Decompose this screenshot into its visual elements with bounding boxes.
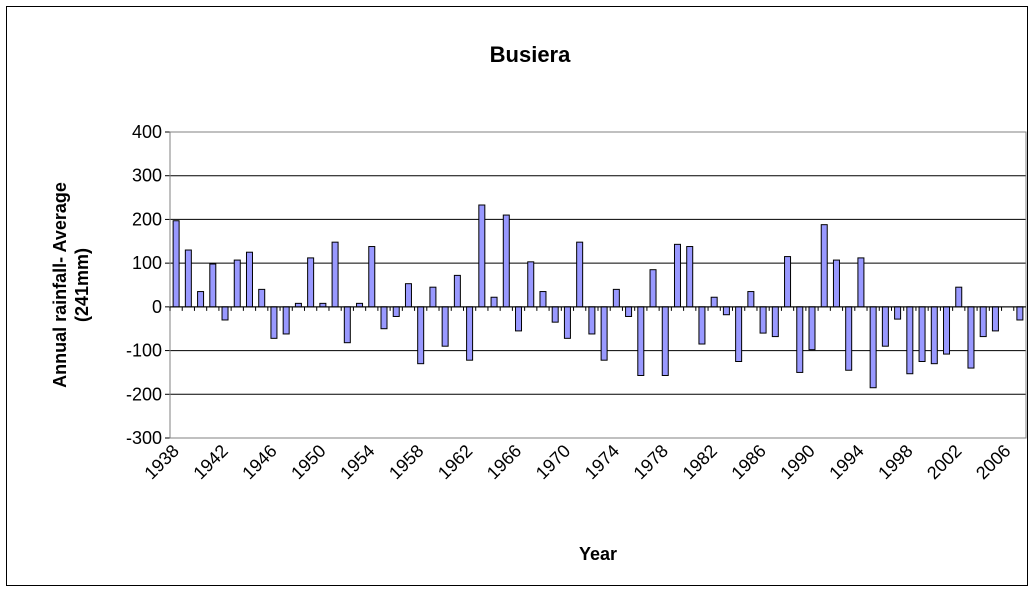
bar (576, 241, 584, 308)
bar (368, 246, 376, 308)
bar (1016, 306, 1024, 321)
y-tick-label: 200 (132, 209, 162, 229)
bar (673, 243, 681, 308)
bar (307, 257, 315, 308)
bar (245, 251, 253, 308)
bar (417, 306, 425, 365)
y-tick-label: -100 (126, 341, 162, 361)
bar (955, 286, 963, 308)
bar (209, 263, 217, 308)
bar (967, 306, 975, 369)
bar (796, 306, 804, 373)
bar (331, 241, 339, 308)
bar (319, 302, 327, 308)
bar (502, 214, 510, 308)
bar (258, 288, 266, 308)
bar (698, 306, 706, 345)
bar (735, 306, 743, 363)
bar (172, 220, 180, 308)
bar (918, 306, 926, 363)
bar (404, 283, 412, 308)
y-axis-title-line: (241mm) (72, 248, 92, 322)
bar (343, 306, 351, 344)
bar (612, 288, 620, 308)
bar (808, 306, 816, 351)
bar (453, 274, 461, 308)
bar (661, 306, 669, 376)
bar (832, 259, 840, 308)
bar (625, 306, 633, 317)
y-tick-label: -200 (126, 384, 162, 404)
y-tick-label: 400 (132, 122, 162, 142)
bar (539, 291, 547, 308)
bar (600, 306, 608, 361)
bar (588, 306, 596, 335)
bar (649, 269, 657, 308)
bar (392, 306, 400, 317)
bar (845, 306, 853, 371)
chart-title: Busiera (490, 42, 571, 67)
bar (380, 306, 388, 330)
y-tick-label: 100 (132, 253, 162, 273)
y-axis-title: Annual rainfall- Average (241mm) (50, 182, 92, 388)
bar (466, 306, 474, 361)
bar (429, 286, 437, 308)
bar (221, 306, 229, 321)
bar (563, 306, 571, 339)
bar (869, 306, 877, 389)
y-axis-title-line: Annual rainfall- Average (50, 182, 70, 388)
bar (820, 224, 828, 308)
bar (686, 246, 694, 308)
bar (979, 306, 987, 338)
bar (478, 204, 486, 308)
bar (857, 257, 865, 308)
bar (784, 256, 792, 308)
bar (527, 261, 535, 308)
bar (930, 306, 938, 365)
x-axis-title: Year (579, 544, 617, 564)
y-tick-label: 0 (152, 297, 162, 317)
bar (197, 291, 205, 308)
plot-border (169, 131, 1027, 439)
bar (441, 306, 449, 347)
bar (759, 306, 767, 334)
bar (722, 306, 730, 316)
bar (943, 306, 951, 355)
bar (710, 296, 718, 308)
bar (771, 306, 779, 338)
bar (551, 306, 559, 323)
y-tick-label: -300 (126, 428, 162, 448)
bar (294, 302, 302, 308)
y-tick-label: 300 (132, 166, 162, 186)
bar (233, 259, 241, 308)
bar (747, 291, 755, 308)
bar (270, 306, 278, 339)
bar (515, 306, 523, 332)
bar (906, 306, 914, 375)
bar (881, 306, 889, 347)
bar (637, 306, 645, 376)
bar (282, 306, 290, 335)
bar (184, 249, 192, 308)
bar (356, 302, 364, 308)
bar (894, 306, 902, 320)
bar (991, 306, 999, 332)
bar (490, 296, 498, 308)
